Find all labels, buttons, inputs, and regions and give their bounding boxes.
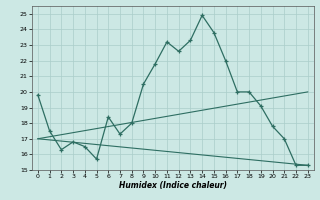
X-axis label: Humidex (Indice chaleur): Humidex (Indice chaleur) [119, 181, 227, 190]
